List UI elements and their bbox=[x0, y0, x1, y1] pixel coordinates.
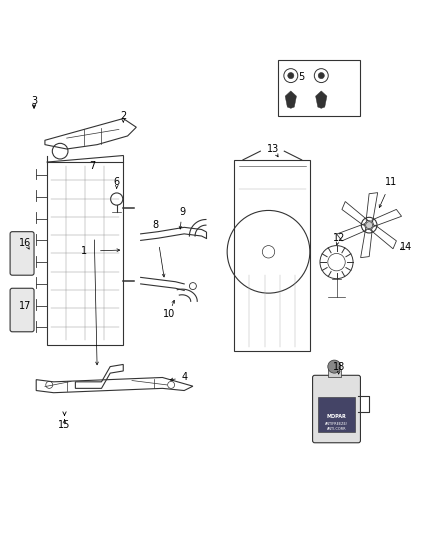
Text: 16: 16 bbox=[19, 238, 32, 247]
Text: 1: 1 bbox=[81, 246, 87, 256]
Circle shape bbox=[328, 360, 341, 373]
Text: 18: 18 bbox=[332, 361, 345, 372]
Circle shape bbox=[366, 222, 373, 229]
Text: 13: 13 bbox=[267, 144, 279, 154]
FancyBboxPatch shape bbox=[313, 375, 360, 443]
Text: 17: 17 bbox=[19, 301, 32, 311]
Text: 14: 14 bbox=[400, 242, 412, 252]
Text: 15: 15 bbox=[58, 421, 71, 430]
Circle shape bbox=[288, 72, 294, 79]
Bar bbox=[278, 60, 360, 116]
Text: 6: 6 bbox=[113, 176, 120, 187]
Text: 7: 7 bbox=[90, 161, 96, 172]
Bar bbox=[318, 397, 355, 432]
Text: ANTIFREEZE/
ANTI-CORR: ANTIFREEZE/ ANTI-CORR bbox=[325, 423, 348, 431]
Bar bbox=[328, 369, 341, 377]
FancyBboxPatch shape bbox=[10, 288, 34, 332]
Text: 10: 10 bbox=[163, 309, 175, 319]
Polygon shape bbox=[316, 91, 327, 108]
Text: 2: 2 bbox=[120, 111, 127, 122]
Text: MOPAR: MOPAR bbox=[327, 414, 346, 419]
Text: 8: 8 bbox=[153, 220, 159, 230]
Text: 4: 4 bbox=[181, 373, 187, 383]
Text: 5: 5 bbox=[299, 72, 305, 82]
FancyBboxPatch shape bbox=[10, 232, 34, 275]
Polygon shape bbox=[285, 91, 297, 108]
Text: 11: 11 bbox=[385, 176, 397, 187]
Text: 12: 12 bbox=[332, 233, 345, 243]
Text: 3: 3 bbox=[31, 96, 37, 106]
Circle shape bbox=[318, 72, 324, 79]
Text: 9: 9 bbox=[179, 207, 185, 217]
